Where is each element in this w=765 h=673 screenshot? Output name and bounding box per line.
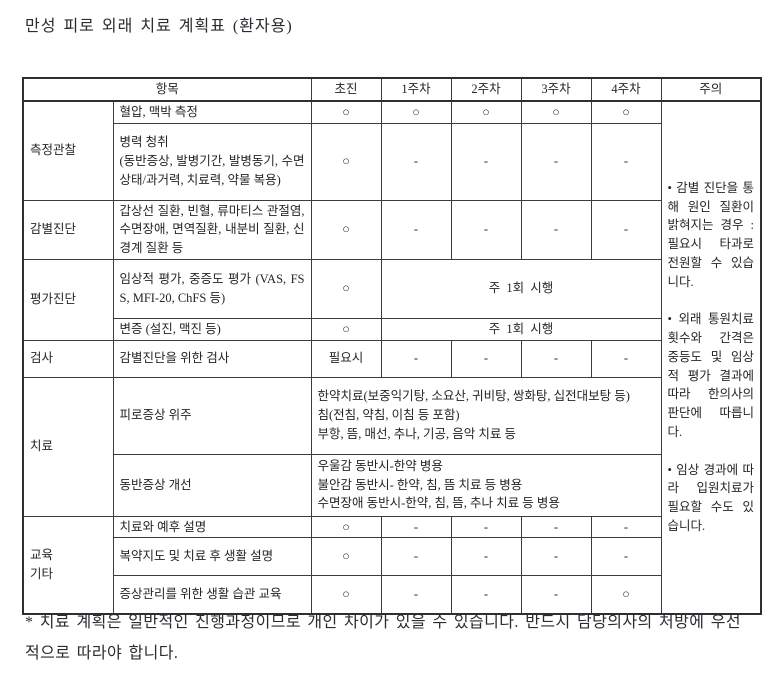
weekly-schedule-cell: 주 1회 시행 (380, 258, 662, 319)
marker-cell: - (520, 199, 592, 260)
marker-cell: ○ (310, 199, 382, 260)
marker-cell: ○ (590, 100, 662, 124)
marker-cell: - (380, 537, 452, 577)
header-row: 항목 초진 1주차 2주차 3주차 4주차 주의 (22, 77, 762, 102)
marker-cell: ○ (310, 122, 382, 201)
group-education-line1: 교육 (30, 547, 54, 562)
marker-cell: - (520, 515, 592, 539)
row-exam: 검사 감별진단을 위한 검사 필요시 - - - - (22, 339, 761, 378)
row-history: 병력 청취 (동반증상, 발병기간, 발병동기, 수면상태/과거력, 치료력, … (23, 122, 761, 201)
treatment-line: 침(전침, 약침, 이침 등 포함) (317, 408, 460, 423)
marker-cell: - (380, 122, 452, 201)
accompany-treatment-detail: 우울감 동반시-한약 병용 불안감 동반시- 한약, 침, 뜸 치료 등 병용 … (310, 453, 662, 517)
row-clinical-eval: 평가진단 임상적 평가, 중증도 평가 (VAS, FSS, MFI-20, C… (22, 258, 761, 341)
group-exam: 검사 (22, 339, 114, 378)
header-item: 항목 (22, 77, 312, 102)
group-education-line2: 기타 (30, 566, 54, 581)
caution-note: • 감별 진단을 통해 원인 질환이 밝혀지는 경우 : 필요시 타과로 전원할… (667, 180, 755, 289)
group-education: 교육 기타 (22, 515, 114, 615)
treatment-line: 수면장애 동반시-한약, 침, 뜸, 추나 치료 등 병용 (317, 496, 560, 511)
row-medication-guide: 복약지도 및 치료 후 생활 설명 ○ - - - - (23, 537, 761, 577)
marker-cell: 필요시 (310, 339, 382, 378)
marker-cell: ○ (310, 317, 382, 341)
marker-cell: ○ (310, 258, 382, 319)
group-observe: 측정관찰 (22, 100, 114, 201)
marker-cell: - (590, 339, 662, 378)
treatment-line: 부항, 뜸, 매선, 추나, 기공, 음악 치료 등 (317, 426, 517, 441)
row-label-clinical-eval: 임상적 평가, 중증도 평가 (VAS, FSS, MFI-20, ChFS 등… (112, 258, 312, 319)
group-treatment: 치료 (22, 376, 114, 517)
marker-cell: - (590, 122, 662, 201)
marker-cell: ○ (450, 100, 522, 124)
row-label-exam: 감별진단을 위한 검사 (112, 339, 312, 378)
header-week2: 2주차 (450, 77, 522, 102)
marker-cell: - (380, 339, 452, 378)
row-label-medication: 복약지도 및 치료 후 생활 설명 (112, 537, 312, 577)
marker-cell: ○ (520, 100, 592, 124)
treatment-line: 한약치료(보중익기탕, 소요산, 귀비탕, 쌍화탕, 십전대보탕 등) (317, 389, 630, 404)
row-accompany-treatment: 동반증상 개선 우울감 동반시-한약 병용 불안감 동반시- 한약, 침, 뜸 … (23, 453, 761, 517)
row-blood-pressure: 측정관찰 혈압, 맥박 측정 ○ ○ ○ ○ ○ • 감별 진단을 통해 원인 … (22, 100, 762, 615)
header-week1: 1주차 (380, 77, 452, 102)
row-label-lifestyle: 증상관리를 위한 생활 습관 교육 (112, 575, 312, 615)
marker-cell: - (380, 199, 452, 260)
group-evaluation: 평가진단 (22, 258, 114, 341)
marker-cell: ○ (310, 537, 382, 577)
marker-cell: - (380, 515, 452, 539)
row-fatigue-treatment: 치료 피로증상 위주 한약치료(보중익기탕, 소요산, 귀비탕, 쌍화탕, 십전… (22, 376, 761, 517)
row-byeonjeung: 변증 (설진, 맥진 등) ○ 주 1회 시행 (23, 317, 761, 341)
row-label-fatigue: 피로증상 위주 (112, 376, 312, 455)
header-first-visit: 초진 (310, 77, 382, 102)
treatment-line: 불안감 동반시- 한약, 침, 뜸 치료 등 병용 (317, 477, 523, 492)
marker-cell: ○ (310, 515, 382, 539)
caution-note: • 외래 통원치료 횟수와 간격은 중등도 및 임상적 평가 결과에 따라 한의… (667, 312, 755, 439)
marker-cell: - (520, 575, 592, 615)
caution-notes-cell: • 감별 진단을 통해 원인 질환이 밝혀지는 경우 : 필요시 타과로 전원할… (660, 100, 762, 615)
header-caution: 주의 (660, 77, 762, 102)
caution-note: • 임상 경과에 따라 입원치료가 필요할 수도 있습니다. (667, 462, 755, 533)
history-line1: 병력 청취 (119, 135, 169, 150)
page-title: 만성 피로 외래 치료 계획표 (환자용) (25, 18, 293, 35)
row-prognosis: 교육 기타 치료와 예후 설명 ○ - - - - (22, 515, 761, 615)
marker-cell: - (450, 575, 522, 615)
row-label-history: 병력 청취 (동반증상, 발병기간, 발병동기, 수면상태/과거력, 치료력, … (112, 122, 312, 201)
treatment-line: 우울감 동반시-한약 병용 (317, 458, 443, 473)
disclaimer-footnote: * 치료 계획은 일반적인 진행과정이므로 개인 차이가 있을 수 있습니다. … (25, 614, 741, 662)
marker-cell: - (450, 537, 522, 577)
header-week4: 4주차 (590, 77, 662, 102)
marker-cell: ○ (590, 575, 662, 615)
marker-cell: ○ (310, 575, 382, 615)
marker-cell: - (590, 537, 662, 577)
row-label-differential: 갑상선 질환, 빈혈, 류마티스 관절염, 수면장애, 면역질환, 내분비 질환… (112, 199, 312, 260)
marker-cell: - (590, 199, 662, 260)
marker-cell: - (590, 515, 662, 539)
row-label-accompany: 동반증상 개선 (112, 453, 312, 517)
marker-cell: - (520, 122, 592, 201)
marker-cell: - (450, 515, 522, 539)
row-lifestyle-education: 증상관리를 위한 생활 습관 교육 ○ - - - ○ (23, 575, 761, 615)
marker-cell: - (450, 122, 522, 201)
marker-cell: ○ (380, 100, 452, 124)
marker-cell: - (520, 339, 592, 378)
weekly-schedule-cell: 주 1회 시행 (380, 317, 662, 341)
marker-cell: - (520, 537, 592, 577)
row-label-byeonjeung: 변증 (설진, 맥진 등) (112, 317, 312, 341)
history-line2: (동반증상, 발병기간, 발병동기, 수면상태/과거력, 치료력, 약물 복용) (119, 154, 305, 187)
row-label-prognosis: 치료와 예후 설명 (112, 515, 312, 539)
group-differential: 감별진단 (22, 199, 114, 260)
treatment-plan-table: 항목 초진 1주차 2주차 3주차 4주차 주의 측정관찰 혈압, 맥박 측정 … (22, 77, 763, 615)
marker-cell: ○ (310, 100, 382, 124)
marker-cell: - (450, 199, 522, 260)
header-week3: 3주차 (520, 77, 592, 102)
row-label-blood-pressure: 혈압, 맥박 측정 (112, 100, 312, 124)
row-differential: 감별진단 갑상선 질환, 빈혈, 류마티스 관절염, 수면장애, 면역질환, 내… (22, 199, 761, 260)
fatigue-treatment-detail: 한약치료(보중익기탕, 소요산, 귀비탕, 쌍화탕, 십전대보탕 등) 침(전침… (310, 376, 662, 455)
marker-cell: - (450, 339, 522, 378)
